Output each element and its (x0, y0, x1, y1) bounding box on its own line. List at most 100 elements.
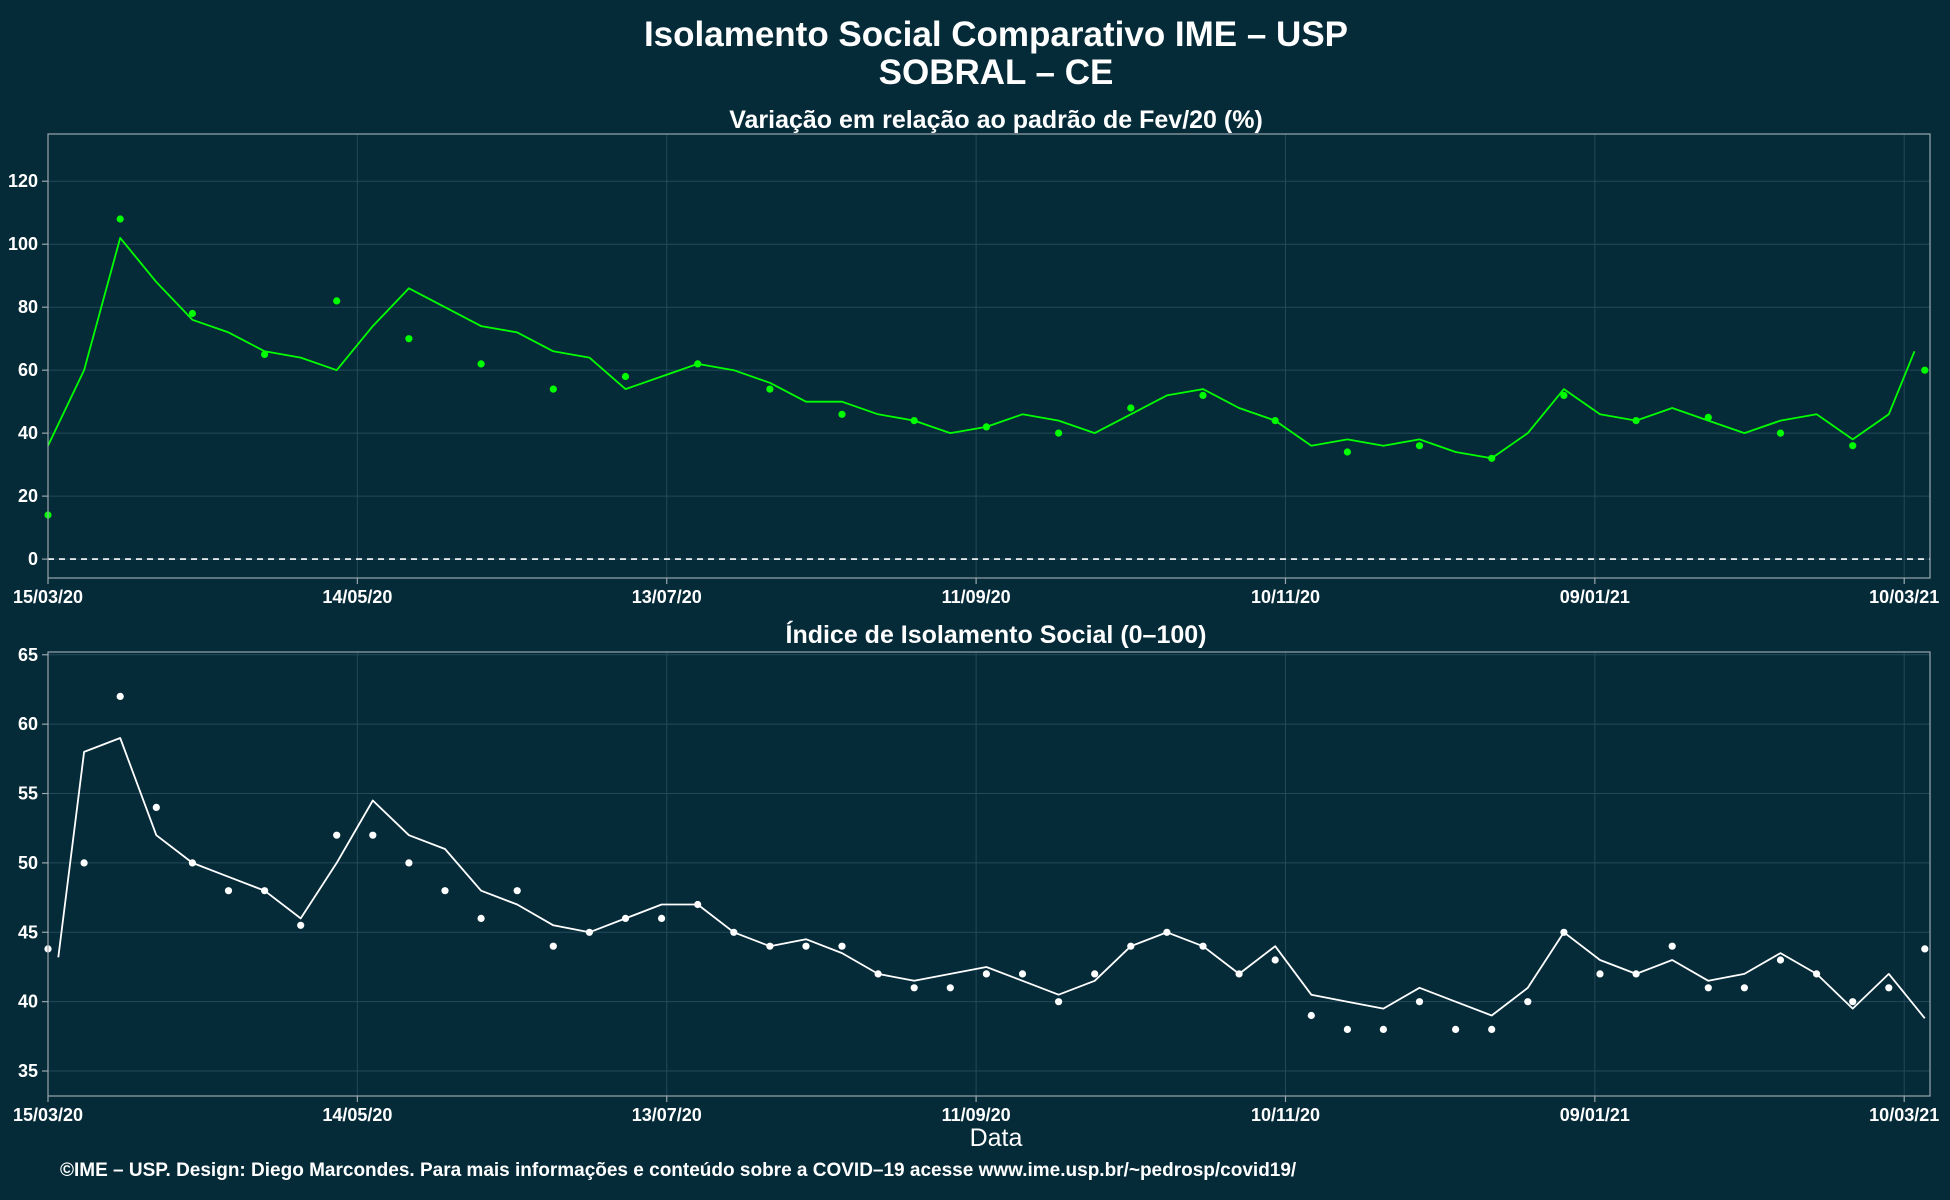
data-point (80, 859, 88, 867)
chart-title: Isolamento Social Comparativo IME – USP (644, 15, 1348, 54)
data-point (766, 942, 774, 950)
y-tick-label: 20 (18, 486, 38, 506)
data-point (730, 928, 738, 936)
data-point (1632, 417, 1640, 425)
x-tick-label: 13/07/20 (632, 587, 702, 607)
data-point (513, 887, 521, 895)
data-point (1415, 998, 1424, 1006)
data-point (694, 900, 702, 909)
variation-grid (47, 134, 1930, 578)
y-tick-label: 50 (18, 853, 38, 873)
data-point (585, 928, 594, 936)
data-point (1091, 970, 1099, 978)
data-point (1343, 448, 1351, 456)
data-point (297, 921, 305, 929)
data-point (477, 914, 485, 923)
y-tick-label: 80 (18, 297, 38, 317)
x-tick-label: 10/11/20 (1251, 1105, 1320, 1125)
data-point (1271, 417, 1279, 425)
data-point (369, 831, 377, 839)
data-point (1740, 984, 1748, 992)
x-tick-label: 10/03/21 (1869, 1105, 1939, 1125)
data-point (982, 970, 991, 978)
x-tick-label: 15/03/20 (13, 1105, 83, 1125)
data-point (1524, 998, 1532, 1006)
data-point (188, 859, 196, 867)
data-point (549, 942, 557, 950)
data-point (333, 297, 341, 305)
data-point (1271, 956, 1279, 964)
data-point (838, 410, 846, 418)
variation-moving-average (47, 236, 1916, 460)
variation-plot-frame (47, 133, 1931, 579)
data-point (405, 335, 413, 343)
data-point (766, 385, 774, 393)
data-point (694, 360, 702, 368)
index-grid (47, 652, 1930, 1096)
data-point (621, 372, 630, 381)
x-tick-label: 14/05/20 (322, 1105, 392, 1125)
y-tick-label: 100 (8, 234, 38, 254)
data-point (1849, 998, 1857, 1006)
index-points (44, 692, 1929, 1033)
index-moving-average (57, 737, 1926, 1019)
data-point (1343, 1025, 1351, 1033)
y-tick-label: 35 (18, 1061, 38, 1081)
data-point (1199, 942, 1207, 950)
y-tick-label: 60 (18, 714, 38, 734)
data-point (1488, 454, 1496, 462)
x-tick-label: 11/09/20 (942, 1105, 1011, 1125)
data-point (1776, 429, 1785, 437)
variation-panel: Variação em relação ao padrão de Fev/20 … (8, 106, 1939, 607)
y-tick-label: 65 (18, 645, 38, 665)
data-point (116, 692, 124, 701)
data-point (116, 215, 124, 223)
data-point (152, 803, 160, 812)
data-point (1921, 945, 1929, 953)
data-point (1127, 404, 1135, 412)
x-axis-label: Data (970, 1124, 1023, 1152)
data-point (261, 350, 269, 358)
data-point (333, 831, 341, 839)
data-point (838, 942, 846, 950)
y-tick-label: 120 (8, 171, 38, 191)
data-point (1018, 970, 1027, 978)
index-plot-frame (47, 651, 1931, 1097)
data-point (224, 887, 233, 895)
data-point (441, 887, 449, 895)
footer-caption: ©IME – USP. Design: Diego Marcondes. Par… (60, 1160, 1297, 1181)
data-point (658, 914, 666, 923)
x-tick-label: 13/07/20 (632, 1105, 702, 1125)
data-point (1199, 391, 1207, 399)
data-point (1776, 956, 1785, 964)
data-point (1452, 1025, 1460, 1033)
data-point (1379, 1025, 1387, 1033)
data-point (549, 385, 557, 393)
data-point (1885, 984, 1893, 992)
variation-points (44, 215, 1929, 519)
data-point (477, 360, 485, 368)
x-tick-label: 10/11/20 (1251, 587, 1320, 607)
data-point (910, 984, 918, 992)
data-point (910, 417, 918, 425)
data-point (1488, 1025, 1496, 1033)
data-point (982, 423, 991, 431)
data-point (261, 887, 269, 895)
chart-subtitle: SOBRAL – CE (879, 53, 1114, 92)
data-point (946, 984, 954, 992)
data-point (405, 859, 413, 867)
data-point (1560, 928, 1568, 936)
x-tick-label: 15/03/20 (13, 587, 83, 607)
moving-average-line (57, 737, 1926, 1019)
data-point (874, 970, 882, 978)
x-tick-label: 09/01/21 (1560, 587, 1630, 607)
data-point (1055, 429, 1063, 437)
x-tick-label: 14/05/20 (322, 587, 392, 607)
variation-panel-title: Variação em relação ao padrão de Fev/20 … (729, 106, 1263, 134)
data-point (1849, 442, 1857, 450)
data-point (1307, 1011, 1315, 1020)
data-point (1415, 442, 1424, 450)
y-tick-label: 55 (18, 784, 38, 804)
data-point (1235, 970, 1243, 978)
